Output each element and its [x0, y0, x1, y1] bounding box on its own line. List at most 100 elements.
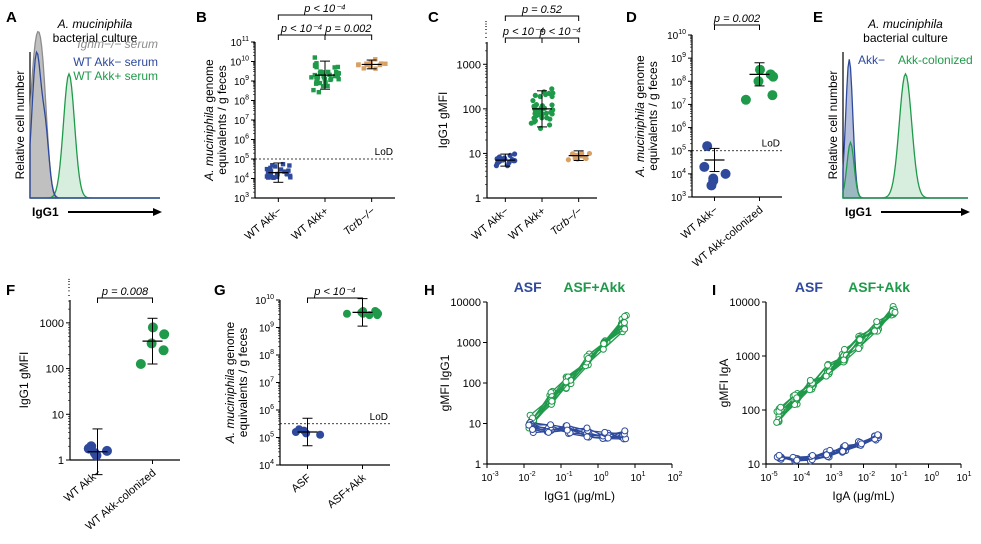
panel-letter-C: C — [428, 9, 439, 26]
data-point — [270, 162, 275, 168]
data-point — [532, 92, 538, 98]
dilution-line — [778, 312, 895, 421]
data-point — [325, 69, 331, 75]
p-value-label: p = 0.002 — [324, 23, 371, 35]
data-point — [841, 442, 849, 450]
data-point — [309, 75, 314, 80]
data-point — [328, 77, 333, 83]
data-point — [280, 161, 286, 167]
data-point — [871, 327, 879, 335]
comparison-bracket — [277, 14, 373, 20]
data-point — [284, 171, 289, 176]
data-point — [720, 168, 731, 179]
data-point — [535, 110, 541, 116]
p-value-label: p < 10⁻⁴ — [313, 286, 356, 298]
tick-label: 10-2 — [518, 471, 535, 484]
data-point — [793, 394, 801, 402]
p-value-label: p = 0.52 — [521, 4, 562, 16]
tick-label: 1 — [475, 193, 481, 205]
data-point — [320, 83, 326, 89]
data-point — [531, 119, 537, 125]
data-point — [583, 433, 591, 441]
data-point — [373, 308, 382, 317]
data-point — [315, 74, 320, 80]
data-point — [335, 71, 340, 77]
tick-label: 109 — [234, 75, 249, 88]
tick-label: 100 — [924, 471, 939, 484]
tick-label: 103 — [671, 191, 686, 204]
data-point — [332, 65, 337, 70]
data-point — [839, 447, 847, 455]
data-point — [316, 89, 322, 95]
tick-label: 104 — [671, 168, 686, 181]
data-point — [775, 451, 783, 459]
y-axis-label: A. muciniphila genome — [633, 55, 647, 178]
y-axis-label-line2: equivalents / g feces — [646, 61, 660, 170]
tick-label: 1010 — [255, 294, 274, 307]
data-point — [314, 61, 319, 66]
comparison-bracket — [714, 24, 760, 30]
category-label: ASF — [289, 472, 313, 495]
series-legend-label: ASF+Akk — [563, 279, 625, 295]
data-point — [335, 74, 340, 79]
tick-label: 10-2 — [858, 471, 875, 484]
data-point — [765, 69, 776, 80]
data-point — [543, 110, 549, 116]
tick-label: 10000 — [450, 297, 481, 309]
data-point — [531, 103, 537, 109]
panel-letter-G: G — [214, 282, 226, 299]
tick-label: 1000 — [40, 318, 64, 330]
category-label: Tcrb−/− — [342, 205, 378, 238]
data-point — [702, 141, 713, 152]
panel-letter-H: H — [424, 282, 435, 299]
data-point — [777, 403, 785, 411]
tick-label: 101 — [630, 471, 645, 484]
data-point — [753, 76, 764, 87]
lod-label: LoD — [762, 139, 780, 150]
data-point — [806, 386, 814, 394]
panel-G: 104 105 106 107 108 109 1010 LoD ASF ASF+Akk p < 1… — [223, 286, 390, 511]
series-legend-label: ASF — [795, 279, 823, 295]
tick-label: 1 — [58, 455, 64, 467]
data-point — [312, 55, 318, 60]
data-point — [874, 431, 882, 439]
tick-label: 105 — [671, 145, 686, 158]
data-point — [562, 378, 570, 386]
comparison-bracket — [324, 34, 373, 40]
panel-title: A. muciniphila — [867, 17, 943, 31]
data-point — [856, 336, 864, 344]
comparison-bracket — [97, 297, 153, 303]
data-point — [273, 164, 278, 169]
data-point — [270, 175, 275, 180]
y-axis-label: gMFI IgG1 — [438, 354, 452, 411]
tick-label: 1010 — [230, 56, 249, 69]
data-point — [583, 155, 589, 162]
dilution-line — [532, 328, 626, 419]
data-point — [530, 97, 536, 104]
data-point — [546, 90, 552, 96]
tick-label: 100 — [46, 364, 64, 376]
data-point — [808, 451, 816, 459]
data-point — [806, 376, 814, 384]
data-point — [378, 61, 384, 66]
y-axis-label-line2: equivalents / g feces — [236, 328, 250, 437]
p-value-label: p = 0.002 — [713, 13, 760, 25]
data-point — [364, 61, 369, 66]
data-point — [891, 308, 899, 316]
tick-label: 100 — [742, 405, 760, 417]
data-point — [493, 163, 500, 169]
y-axis-label: A. muciniphila genome — [223, 321, 237, 444]
data-point — [584, 354, 592, 362]
y-axis-label: Relative cell number — [13, 71, 27, 180]
data-point — [506, 160, 512, 166]
data-point — [537, 93, 543, 100]
legend-entry: Ighm−/− serum — [77, 37, 158, 51]
panel-letter-B: B — [196, 9, 207, 26]
x-axis-label: IgG1 (μg/mL) — [544, 489, 615, 503]
data-point — [275, 171, 280, 177]
data-point — [528, 426, 536, 434]
data-point — [368, 60, 373, 65]
p-value-label: p < 10⁻⁴ — [539, 26, 582, 38]
